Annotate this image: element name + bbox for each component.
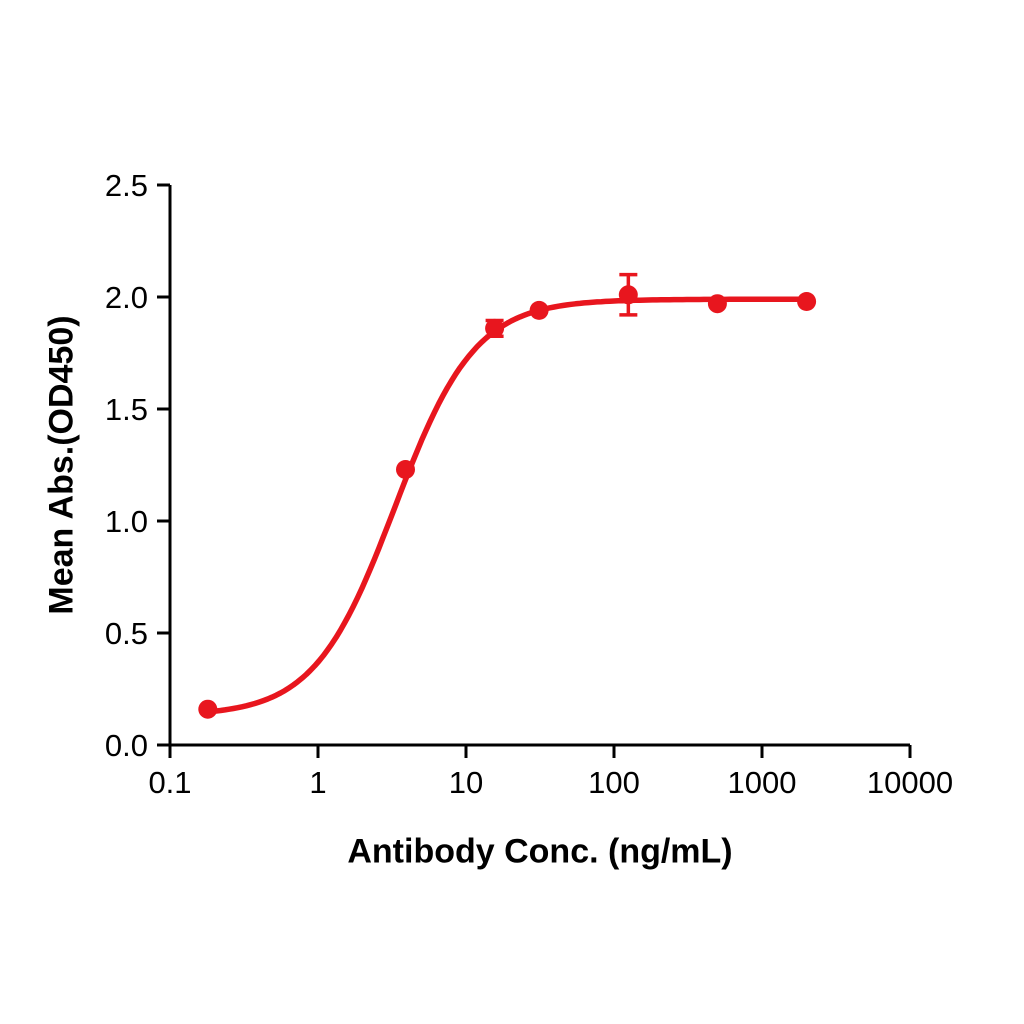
fit-curve — [205, 296, 810, 715]
data-point — [707, 294, 727, 314]
y-tick-label: 0.5 — [105, 616, 148, 651]
x-tick-label: 10000 — [867, 765, 953, 800]
x-tick-label: 10 — [449, 765, 483, 800]
x-tick-label: 1 — [309, 765, 326, 800]
data-point — [529, 300, 549, 320]
data-point — [198, 699, 218, 719]
y-tick-label: 0.0 — [105, 728, 148, 763]
x-tick-label: 100 — [588, 765, 640, 800]
y-tick-label: 1.0 — [105, 504, 148, 539]
y-tick-label: 1.5 — [105, 392, 148, 427]
y-tick-label: 2.5 — [105, 168, 148, 203]
y-tick-label: 2.0 — [105, 280, 148, 315]
data-point — [485, 318, 505, 338]
data-point — [618, 285, 638, 305]
y-axis-title: Mean Abs.(OD450) — [42, 315, 81, 615]
x-tick-label: 1000 — [728, 765, 797, 800]
data-point — [797, 292, 817, 311]
data-point — [396, 460, 415, 479]
x-tick-label: 0.1 — [148, 765, 191, 800]
x-axis-title: Antibody Conc. (ng/mL) — [347, 832, 733, 871]
